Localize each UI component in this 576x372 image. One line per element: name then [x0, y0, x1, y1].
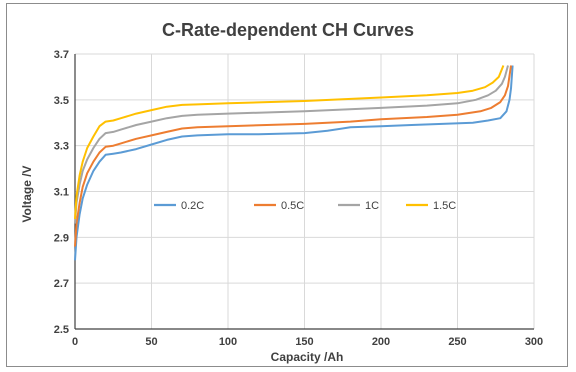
- legend-label: 0.5C: [281, 200, 304, 212]
- series-line-0.5C: [74, 65, 512, 247]
- series-lines: [74, 65, 514, 261]
- y-tick-label: 3.5: [54, 95, 69, 107]
- y-tick-label: 3.1: [54, 187, 69, 199]
- chart-frame: C-Rate-dependent CH Curves 2.5 2.7 2.9 3.1 3…: [6, 3, 568, 367]
- series-line-0.2C: [74, 65, 514, 261]
- y-tick-label: 3.3: [54, 141, 69, 153]
- chart-title: C-Rate-dependent CH Curves: [161, 20, 415, 40]
- y-tick-label: 2.9: [54, 232, 69, 244]
- legend-label: 1C: [365, 200, 379, 212]
- chart-svg: 2.52.72.93.13.33.53.70 50 100 150 200 250 300 …: [20, 49, 543, 364]
- x-tick-label: 200: [372, 336, 390, 348]
- x-tick-label: 250: [448, 336, 466, 348]
- series-line-1.5C: [74, 65, 505, 220]
- x-axis-label: Capacity /Ah: [271, 350, 344, 364]
- x-tick-label: 100: [219, 336, 237, 348]
- legend: 0.2C 0.5C 1C 1.5C: [154, 200, 456, 212]
- x-tick-label: 0: [72, 336, 78, 348]
- series-line-1C: [74, 65, 509, 224]
- y-axis-label: Voltage /V: [20, 165, 34, 222]
- x-tick-label: 50: [145, 336, 157, 348]
- y-tick-label: 3.7: [54, 49, 69, 61]
- x-tick-label: 150: [295, 336, 313, 348]
- y-tick-label: 2.7: [54, 278, 69, 290]
- x-tick-label: 300: [525, 336, 543, 348]
- y-tick-label: 2.5: [54, 324, 69, 336]
- axes: 2.5 2.7 2.9 3.1 3.3 3.5 3.7 0 50 100 150 200 250 300: [54, 49, 543, 348]
- legend-label: 1.5C: [433, 200, 456, 212]
- grid-lines: [75, 53, 535, 329]
- legend-label: 0.2C: [181, 200, 204, 212]
